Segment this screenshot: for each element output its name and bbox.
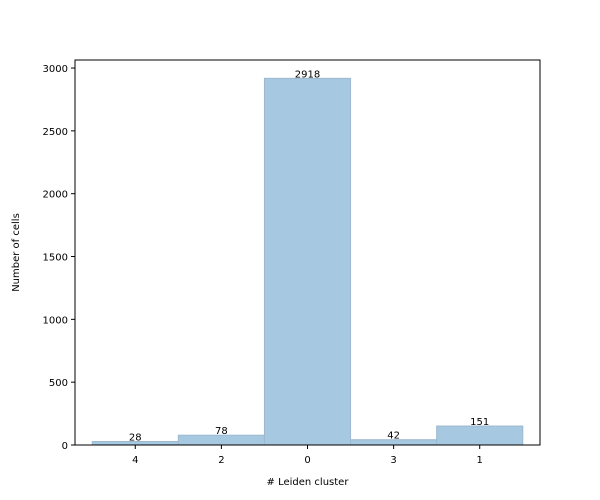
data-label-cluster-2: 78 <box>215 426 228 437</box>
data-labels-group: 28 78 2918 42 151 <box>129 69 489 443</box>
y-tick-label: 500 <box>49 378 68 389</box>
x-tick-label: 2 <box>218 455 224 466</box>
data-label-cluster-1: 151 <box>470 417 489 428</box>
y-tick-label: 3000 <box>43 64 68 75</box>
y-axis-label: Number of cells <box>11 213 22 292</box>
bars-group <box>91 77 524 446</box>
bar-cluster-0 <box>263 77 352 446</box>
x-tick-label: 0 <box>304 455 310 466</box>
y-tick-label: 1500 <box>43 253 68 264</box>
x-tick-label: 4 <box>132 455 138 466</box>
bar-cluster-1 <box>436 425 524 446</box>
data-label-cluster-0: 2918 <box>295 69 320 80</box>
y-axis: 0 500 1000 1500 2000 2500 3000 <box>43 64 75 452</box>
y-tick-label: 2500 <box>43 127 68 138</box>
x-tick-label: 3 <box>390 455 396 466</box>
y-tick-label: 2000 <box>43 190 68 201</box>
y-tick-label: 0 <box>62 441 68 452</box>
x-axis-label: # Leiden cluster <box>267 477 350 488</box>
x-axis: 4 2 0 3 1 <box>132 445 483 466</box>
data-label-cluster-3: 42 <box>387 431 400 442</box>
y-tick-label: 1000 <box>43 315 68 326</box>
x-tick-label: 1 <box>477 455 483 466</box>
data-label-cluster-4: 28 <box>129 432 142 443</box>
